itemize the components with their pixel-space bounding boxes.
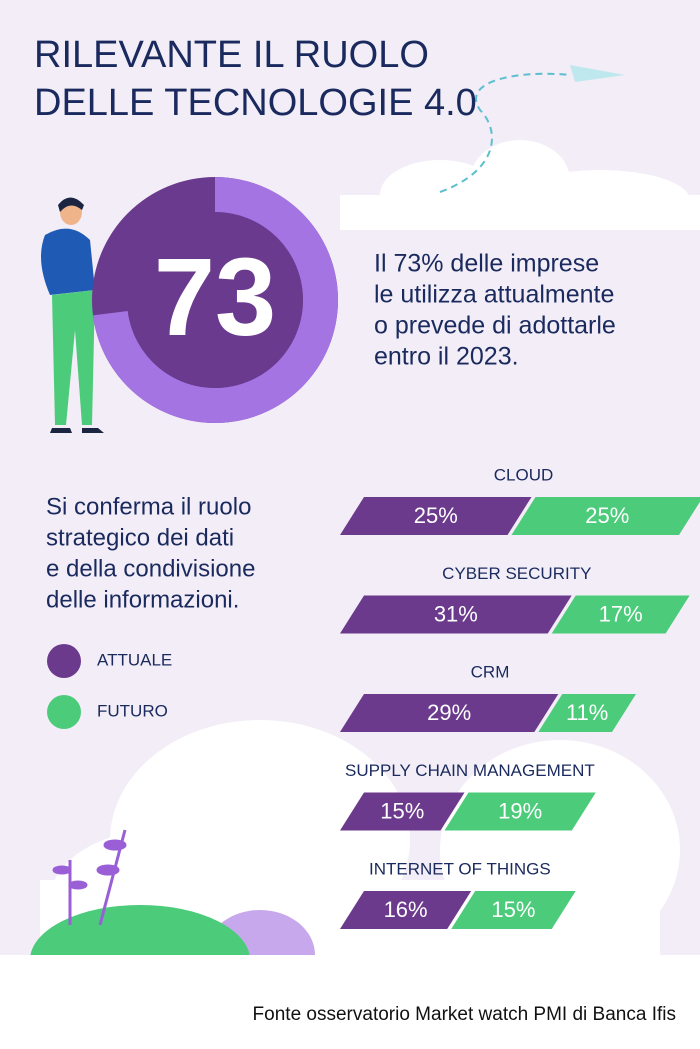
donut-hole (127, 212, 303, 388)
donut-description: Il 73% delle imprese (374, 250, 599, 278)
bar-value-label: 15% (491, 897, 535, 922)
bar-value-label: 31% (434, 601, 478, 626)
category-label: CYBER SECURITY (442, 564, 591, 583)
bar-segment (444, 792, 596, 831)
source: Fonte osservatorio Market watch PMI di B… (253, 1004, 676, 1025)
bar-segment (551, 595, 690, 634)
bar-segment (340, 694, 559, 732)
bar-value-label: 29% (427, 700, 471, 725)
title: RILEVANTE IL RUOLO (34, 34, 429, 76)
legend-label: ATTUALE (97, 650, 172, 669)
donut-description: entro il 2023. (374, 343, 519, 371)
plant (52, 829, 127, 926)
bar-value-label: 17% (599, 601, 643, 626)
bar-value-label: 25% (585, 503, 629, 528)
person-illustration (41, 197, 104, 433)
bar-segment (538, 694, 636, 732)
donut-arc (92, 177, 338, 423)
description: Si conferma il ruolo (46, 493, 251, 520)
bar-segment (340, 891, 472, 929)
plane-trail (439, 72, 571, 193)
category-label: CLOUD (494, 465, 554, 484)
legend-label: FUTURO (97, 701, 168, 720)
bar-value-label: 11% (566, 700, 608, 725)
cloud-decoration (40, 140, 700, 970)
charts: 73 Il 73% delle imprese le utilizza attual… (46, 177, 700, 929)
title: DELLE TECNOLOGIE 4.0 (34, 82, 477, 124)
bar-value-label: 15% (380, 798, 424, 823)
donut-value: 73 (154, 236, 276, 359)
description: strategico dei dati (46, 524, 234, 551)
bar-value-label: 25% (414, 503, 458, 528)
legend-swatch (47, 695, 81, 729)
bar-value-label: 19% (498, 798, 542, 823)
category-label: INTERNET OF THINGS (369, 859, 551, 878)
description: delle informazioni. (46, 586, 239, 613)
legend-swatch (47, 644, 81, 678)
paper-plane (570, 65, 625, 82)
bar-segment (451, 891, 576, 929)
bar-segment (340, 497, 532, 535)
footer-band (0, 955, 700, 1049)
bar-segment (340, 595, 572, 634)
category-label: SUPPLY CHAIN MANAGEMENT (345, 761, 595, 780)
bar-segment (340, 792, 465, 831)
bar-value-label: 16% (384, 897, 428, 922)
bar-segment (511, 497, 700, 535)
description: e della condivisione (46, 555, 255, 582)
donut-description: le utilizza attualmente (374, 281, 614, 309)
donut-description: o prevede di adottarle (374, 312, 616, 340)
category-label: CRM (471, 662, 510, 681)
